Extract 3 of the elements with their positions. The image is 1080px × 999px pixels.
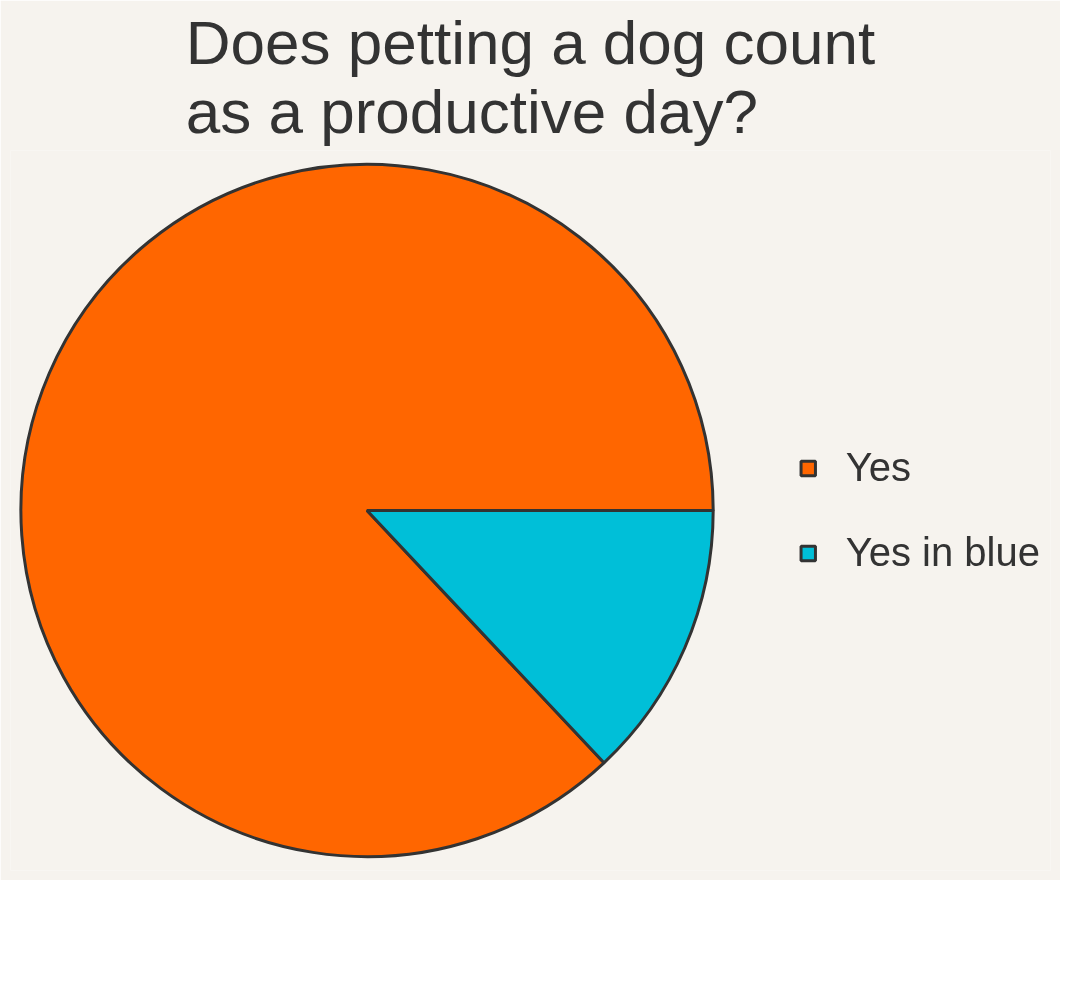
chart-title: Does petting a dog count as a productive day? (185, 7, 876, 146)
legend-label: Yes (845, 445, 912, 490)
legend-label: Yes in blue (845, 530, 1040, 575)
